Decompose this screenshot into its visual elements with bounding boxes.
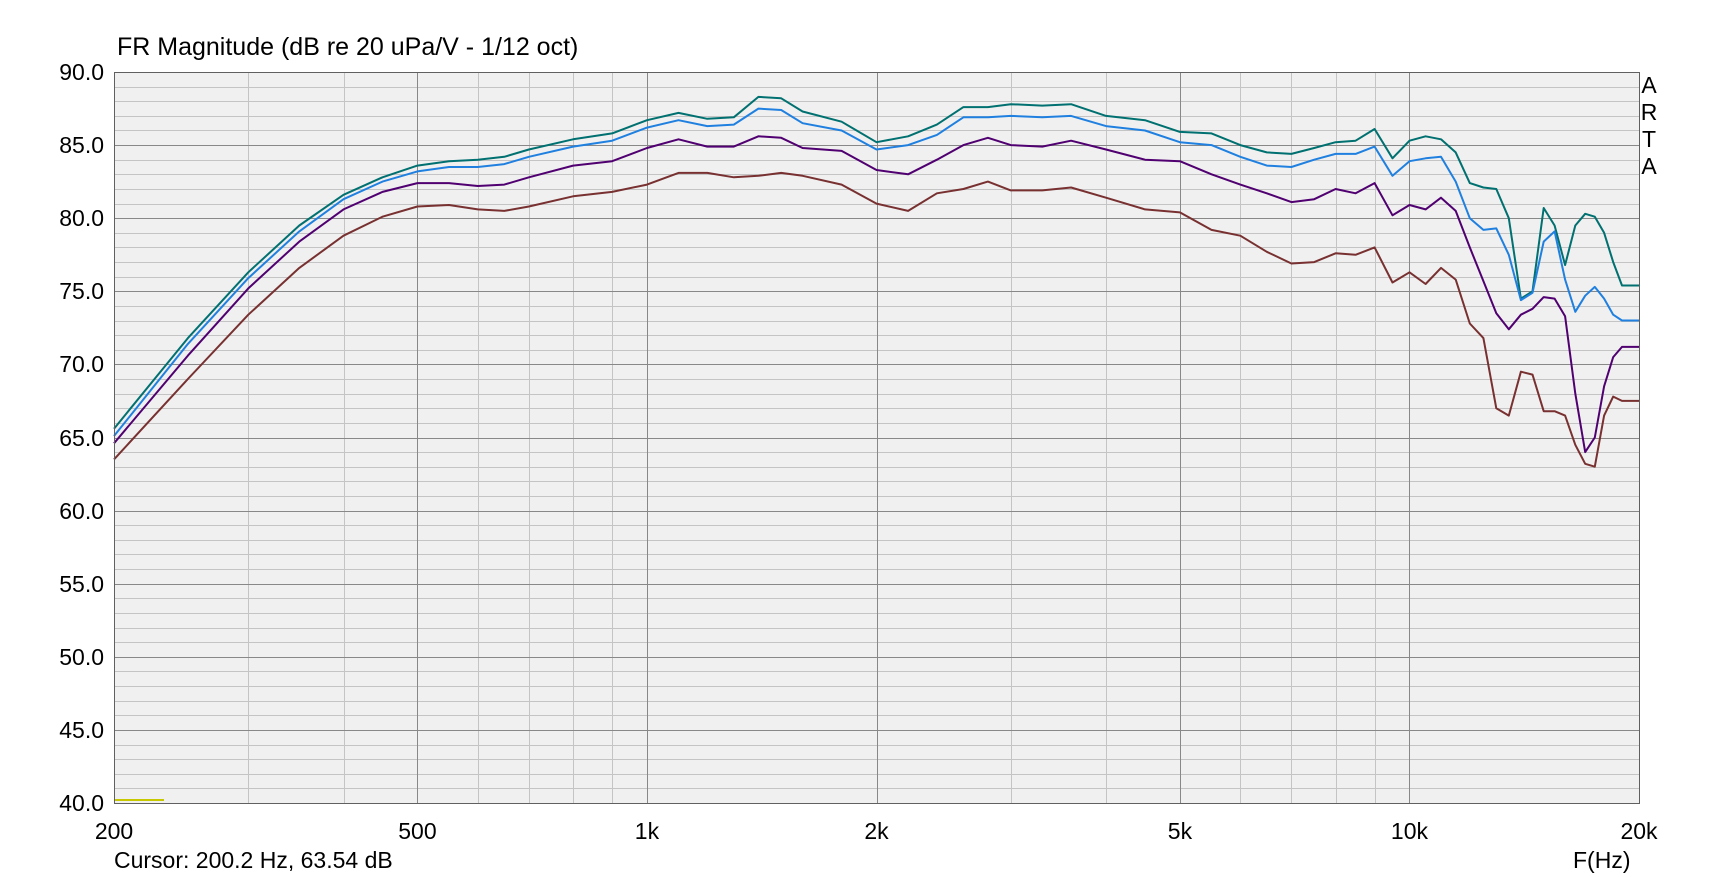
y-tick-label: 75.0 — [59, 278, 104, 305]
x-tick-label: 10k — [1390, 818, 1428, 844]
y-tick-label: 55.0 — [59, 570, 104, 597]
minor-grid — [114, 72, 1639, 803]
x-tick-label: 500 — [398, 818, 437, 844]
x-tick-label: 5k — [1167, 818, 1193, 844]
series-group — [113, 95, 1639, 468]
series-line-1 — [113, 95, 1639, 430]
watermark-letter: R — [1640, 99, 1658, 125]
cursor-readout: Cursor: 200.2 Hz, 63.54 dB — [114, 847, 393, 873]
y-tick-label: 40.0 — [59, 790, 104, 816]
x-tick-label: 1k — [634, 818, 660, 844]
series-line-4 — [113, 171, 1639, 468]
series-line-3 — [113, 135, 1639, 454]
x-tick-label: 2k — [864, 818, 889, 844]
y-tick-label: 65.0 — [59, 424, 104, 451]
y-tick-label: 50.0 — [59, 643, 104, 670]
watermark-letter: T — [1641, 126, 1657, 152]
watermark-letter: A — [1641, 153, 1657, 179]
arta-watermark: A R T A — [1638, 72, 1660, 180]
y-tick-label: 45.0 — [59, 716, 104, 743]
y-tick-label: 70.0 — [59, 351, 104, 378]
y-tick-label: 80.0 — [59, 205, 104, 232]
x-tick-label: 200 — [94, 818, 134, 844]
x-axis-unit-label: F(Hz) — [1573, 847, 1631, 873]
plot-area — [114, 72, 1639, 803]
chart-title: FR Magnitude (dB re 20 uPa/V - 1/12 oct) — [117, 33, 579, 61]
y-tick-label: 60.0 — [59, 497, 104, 524]
x-tick-label: 20k — [1620, 818, 1658, 844]
y-tick-label: 90.0 — [59, 59, 104, 85]
watermark-letter: A — [1641, 72, 1657, 98]
y-tick-label: 85.0 — [59, 132, 104, 159]
series-line-2 — [113, 107, 1639, 437]
plot-frame — [114, 72, 1640, 804]
